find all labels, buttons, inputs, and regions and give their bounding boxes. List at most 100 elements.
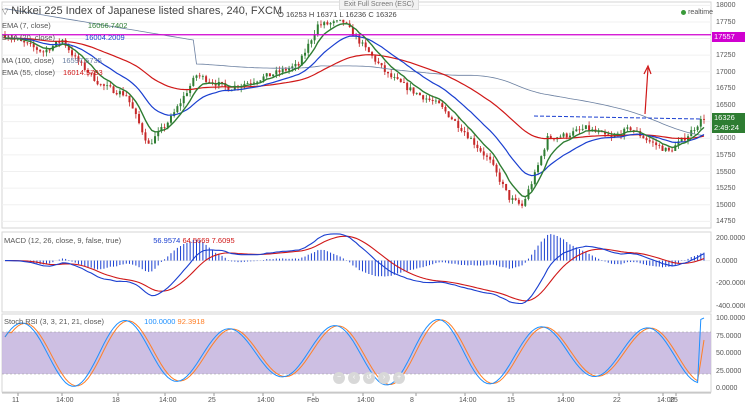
forward-icon[interactable]: › — [378, 372, 390, 384]
reset-icon[interactable]: ↺ — [363, 372, 375, 384]
candle-body — [667, 147, 670, 151]
macd-tick-label: -200.0000 — [716, 280, 745, 288]
candle-body — [304, 52, 307, 56]
candle-body — [444, 106, 447, 112]
candle-body — [339, 19, 342, 21]
candle-body — [118, 91, 121, 95]
time-tick-label: 14:00 — [257, 397, 275, 404]
zoom-in-icon[interactable]: + — [393, 372, 405, 384]
exit-full-screen-button[interactable]: Exit Full Screen (ESC) — [339, 0, 420, 10]
candle-body — [144, 132, 147, 141]
candle-body — [32, 43, 35, 48]
macd-plot[interactable] — [2, 233, 711, 305]
candle-body — [319, 24, 322, 26]
stoch-tick-label: 75.0000 — [716, 332, 742, 340]
candle-body — [568, 135, 571, 138]
candle-body — [438, 100, 441, 104]
candle-body — [677, 141, 680, 146]
indicator-ma100[interactable]: MA (100, close) 16597.5735 — [2, 56, 102, 65]
candle-body — [572, 131, 575, 136]
candle-body — [265, 73, 268, 77]
stoch-band — [2, 332, 711, 374]
macd-header[interactable]: MACD (12, 26, close, 9, false, true) 56.… — [4, 236, 235, 245]
candle-body — [575, 129, 578, 132]
candle-body — [661, 145, 664, 151]
macd-tick-label: 0.0000 — [716, 257, 738, 265]
candle-body — [112, 86, 115, 94]
candle-body — [64, 39, 67, 46]
candle-body — [540, 156, 543, 166]
candle-body — [546, 136, 549, 150]
price-tick-label: 15750 — [716, 151, 736, 159]
candle-body — [651, 141, 654, 143]
target-arrow-head — [643, 64, 652, 75]
chevron-down-icon[interactable]: ▽ — [2, 7, 9, 16]
candle-body — [664, 147, 667, 151]
candle-body — [390, 73, 393, 78]
stoch-d-line — [4, 319, 705, 387]
candle-body — [96, 80, 99, 85]
candle-body — [74, 55, 77, 57]
price-tick-label: 17000 — [716, 68, 736, 76]
candle-body — [380, 63, 383, 66]
candle-body — [208, 81, 211, 83]
indicator-ema55[interactable]: EMA (55, close) 16014.5793 — [2, 68, 103, 77]
candle-body — [26, 42, 29, 44]
candle-body — [434, 100, 437, 102]
candle-body — [642, 136, 645, 139]
candle-body — [431, 99, 434, 102]
candle-body — [288, 68, 291, 71]
candle-body — [565, 133, 568, 138]
candle-body — [415, 93, 418, 94]
candle-body — [55, 41, 58, 46]
candle-body — [157, 131, 160, 137]
main-price-plot[interactable] — [2, 8, 711, 209]
candle-body — [67, 45, 70, 51]
candle-body — [35, 47, 38, 50]
candle-body — [256, 81, 259, 83]
candle-body — [674, 145, 677, 151]
candle-body — [71, 50, 74, 56]
chart-title: Nikkei 225 Index of Japanese listed shar… — [11, 5, 283, 17]
stoch-k-line — [4, 317, 705, 387]
stoch-header[interactable]: Stoch RSI (3, 3, 21, 21, close) 100.0000… — [4, 317, 205, 326]
candle-body — [610, 135, 613, 138]
candle-body — [632, 130, 635, 131]
candle-body — [470, 138, 472, 140]
price-tick-label: 17750 — [716, 18, 736, 26]
indicator-ema20[interactable]: EMA (20, close) 16004.2009 — [2, 33, 125, 42]
candle-body — [313, 34, 316, 41]
candle-body — [182, 95, 185, 104]
candle-body — [201, 76, 204, 78]
candle-body — [163, 127, 166, 128]
candle-body — [387, 71, 390, 74]
stoch-rsi-plot[interactable] — [2, 317, 711, 387]
indicator-ema7[interactable]: EMA (7, close) 16066.7402 — [2, 21, 127, 30]
candle-body — [300, 55, 303, 66]
candle-body — [307, 43, 310, 53]
candle-body — [450, 117, 453, 120]
candle-body — [492, 159, 495, 165]
ema7-line — [4, 22, 705, 198]
candle-body — [626, 127, 629, 129]
candle-body — [268, 73, 271, 77]
candle-body — [466, 132, 469, 139]
stoch-tick-label: 100.0000 — [716, 315, 745, 322]
candle-body — [86, 69, 89, 73]
candle-body — [645, 138, 648, 141]
time-tick-label: 11 — [12, 397, 20, 404]
ema55-line — [5, 37, 705, 140]
candle-body — [58, 41, 61, 43]
price-tick-label: 14750 — [716, 218, 736, 226]
candle-body — [409, 87, 412, 91]
time-tick-label: 14:00 — [56, 397, 74, 404]
candle-body — [150, 143, 153, 145]
current-price-label: 16326 — [712, 113, 745, 123]
candle-body — [316, 24, 319, 35]
candle-body — [291, 66, 294, 69]
zoom-out-icon[interactable]: − — [333, 372, 345, 384]
candle-body — [377, 61, 380, 64]
back-icon[interactable]: ‹ — [348, 372, 360, 384]
candle-body — [284, 68, 287, 71]
